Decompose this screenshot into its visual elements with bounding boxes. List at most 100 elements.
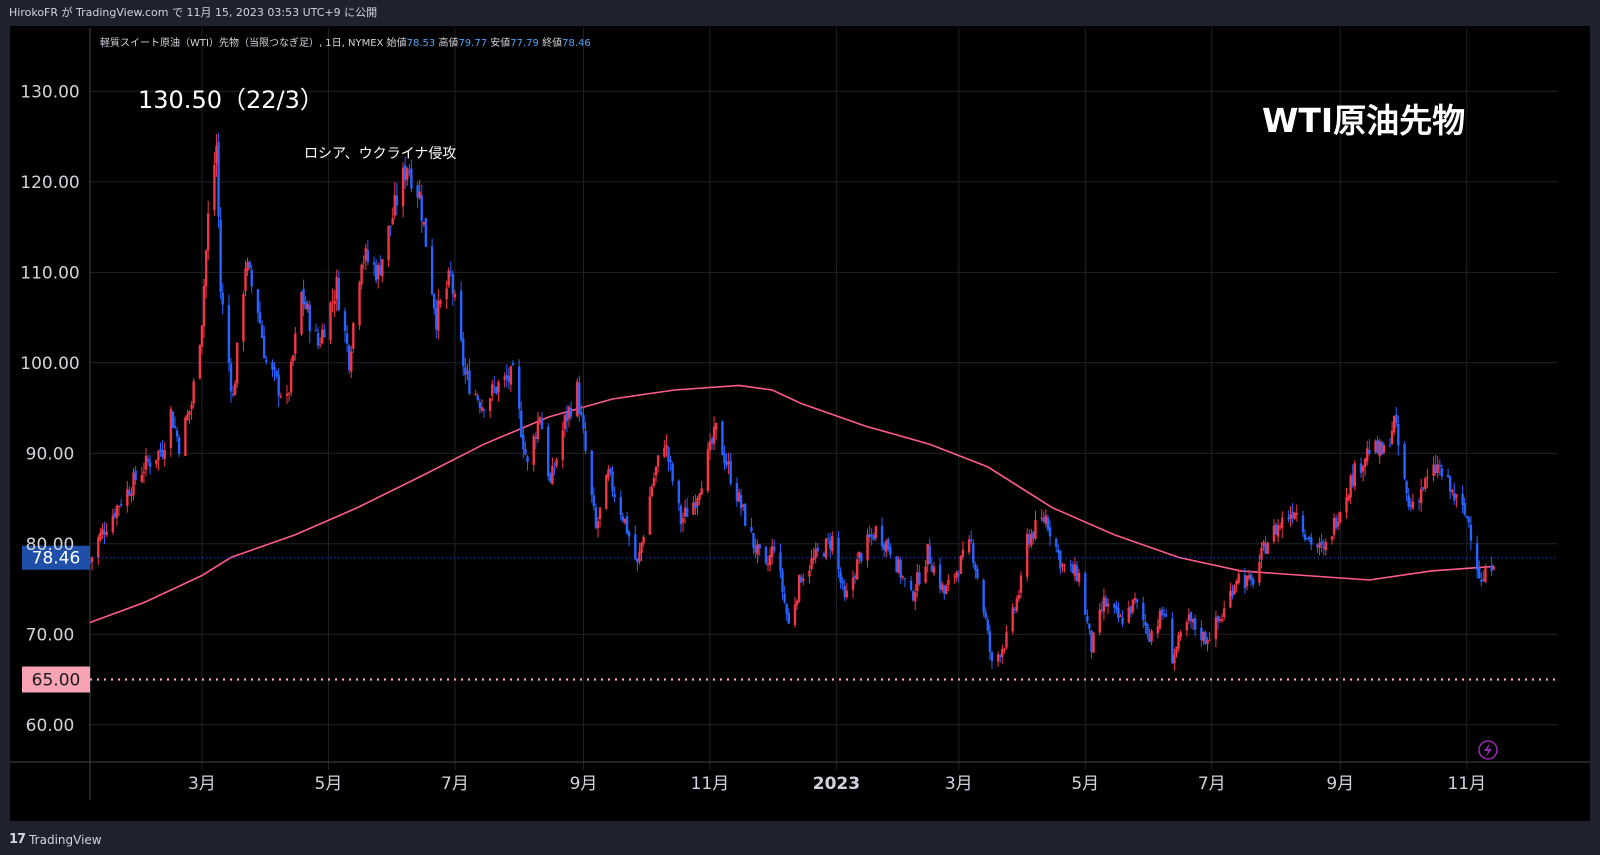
candle [953, 573, 956, 584]
candle-body [692, 502, 695, 515]
candle-body [117, 506, 121, 508]
candle-body [1150, 631, 1153, 642]
candle-body [1424, 478, 1427, 489]
candle [1276, 519, 1280, 543]
candle [899, 557, 902, 584]
candle [679, 503, 683, 533]
candle-body [323, 329, 326, 338]
candle [1069, 559, 1072, 572]
candle [532, 433, 535, 472]
candle [1121, 610, 1124, 628]
x-tick-label: 5月 [1071, 774, 1099, 794]
candle-body [770, 546, 774, 557]
candle [1005, 625, 1008, 650]
candle-body [866, 534, 869, 561]
candle-body [345, 333, 349, 344]
candle-body [163, 450, 166, 459]
candle-body [580, 412, 583, 416]
candle-body [115, 505, 119, 518]
candle [236, 342, 239, 389]
candle [155, 459, 158, 469]
candle [663, 440, 666, 459]
candle-body [551, 466, 554, 485]
candle [764, 545, 768, 566]
last-price-label: 78.46 [32, 549, 81, 569]
candle [808, 565, 811, 584]
candle [221, 283, 224, 315]
candle [721, 420, 724, 456]
candle [1133, 592, 1137, 604]
candle [1330, 535, 1334, 545]
candle-body [175, 430, 179, 437]
candle [1287, 510, 1290, 523]
candle-body [1090, 630, 1093, 652]
candle-body [721, 421, 724, 456]
candle [737, 488, 741, 503]
candle [393, 181, 396, 219]
candle-body [287, 393, 291, 395]
candle-body [578, 382, 581, 414]
candle [752, 532, 755, 555]
candle-body [634, 534, 637, 560]
candle-body [227, 305, 231, 363]
candle [1403, 441, 1406, 481]
candle [976, 565, 979, 581]
candle [768, 547, 772, 572]
candle-body [735, 483, 739, 502]
candle [1480, 572, 1483, 587]
candle-body [1117, 607, 1120, 618]
candle-body [362, 261, 365, 263]
candle [103, 521, 106, 545]
candle-body [926, 543, 929, 565]
candle-body [642, 536, 645, 544]
candle-body [1440, 468, 1444, 477]
candle [1409, 497, 1412, 512]
tradingview-logo[interactable]: 17 TradingView [9, 832, 102, 847]
candle [1189, 611, 1193, 629]
candle-body [1214, 617, 1218, 640]
candle [333, 290, 336, 317]
candle [714, 422, 718, 440]
candle [1453, 483, 1456, 505]
candle-body [868, 534, 871, 538]
candle [482, 408, 486, 418]
candle [561, 421, 564, 469]
candle-body [750, 527, 753, 532]
candle [1378, 438, 1381, 464]
candle [287, 391, 291, 402]
candle-body [1366, 448, 1369, 462]
chart-area[interactable] [10, 26, 1590, 821]
candle-body [648, 496, 652, 535]
candle [242, 291, 245, 352]
candle [1019, 571, 1023, 599]
candle [524, 441, 527, 456]
candle-body [503, 376, 506, 380]
lightning-bolt-icon[interactable] [1478, 740, 1498, 760]
candle [909, 575, 913, 592]
candle-body [406, 168, 409, 180]
candle-body [520, 410, 523, 438]
candle-body [1135, 599, 1139, 603]
candle [957, 570, 960, 583]
candle [1247, 569, 1251, 581]
candle [1034, 510, 1037, 541]
candle-body [1376, 440, 1379, 454]
candle-body [781, 571, 784, 593]
moving-average [89, 384, 1494, 624]
candle-body [1339, 512, 1342, 523]
candle-body [679, 505, 683, 525]
candle-body [1042, 517, 1045, 522]
candle-body [1017, 595, 1021, 600]
candle [723, 445, 726, 471]
candle-body [416, 185, 419, 198]
candle [1436, 456, 1439, 479]
candle-body [1492, 566, 1495, 570]
candle-body [596, 521, 600, 529]
candle-body [555, 459, 558, 467]
candle [1334, 514, 1338, 531]
candle [1432, 456, 1435, 482]
candle [1422, 486, 1425, 492]
candle [1046, 514, 1050, 532]
candle-body [744, 504, 747, 526]
